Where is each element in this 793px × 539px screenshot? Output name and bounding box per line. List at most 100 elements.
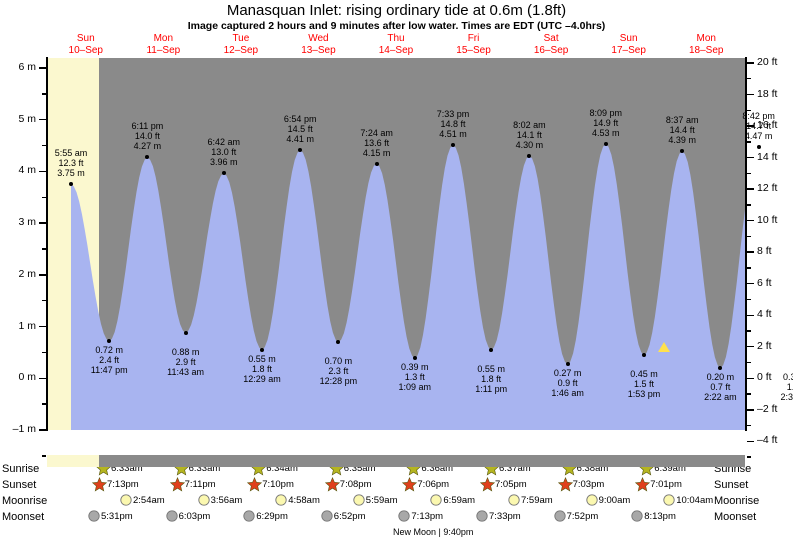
sunset-time-2: 7:10pm (262, 479, 294, 490)
moon-rise-icon (120, 494, 132, 506)
moon-set-icon (321, 510, 333, 522)
day-header-date: 12–Sep (223, 44, 259, 56)
left-tick-3 (39, 222, 46, 224)
right-tick-6 (747, 251, 754, 253)
low-tide-dot-2 (260, 347, 264, 352)
left-axis-label-3: 3 m (18, 216, 36, 229)
high-tide-line: 4.39 m (668, 135, 696, 146)
moon-rise-icon (275, 494, 287, 506)
right-tick-11 (747, 409, 754, 411)
astro-night-band-1 (177, 455, 257, 467)
low-tide-label-3: 0.70 m 2.3 ft 12:28 pm (294, 356, 382, 386)
moonset-time-6: 7:52pm (566, 511, 599, 522)
low-tide-label-5: 0.55 m 1.8 ft 1:11 pm (447, 364, 535, 394)
day-header-dow: Mon (153, 33, 174, 44)
day-header-date: 13–Sep (301, 44, 336, 56)
low-tide-label-1: 0.88 m 2.9 ft 11:43 am (142, 347, 230, 377)
low-tide-line: 1.8 ft (481, 373, 502, 384)
right-axis-label-6: 8 ft (757, 245, 772, 258)
moon-set-icon (243, 510, 255, 522)
low-tide-dot-7 (642, 353, 646, 357)
high-tide-line: 4.41 m (286, 134, 314, 145)
low-tide-dot-5 (489, 347, 494, 352)
right-minor-tick-10 (747, 393, 751, 395)
day-header-3: Wed 13–Sep (273, 33, 363, 56)
left-tick-2 (39, 170, 46, 173)
low-tide-dot-0 (107, 339, 112, 344)
high-tide-line: 4.30 m (515, 139, 544, 150)
high-tide-line: 7:33 pm (436, 109, 470, 120)
low-tide-line: 1:46 am (551, 388, 584, 399)
high-tide-dot-9 (756, 145, 761, 150)
row-label-sunrise-left: Sunrise (2, 463, 40, 475)
moonrise-time-2: 4:58am (288, 495, 320, 506)
high-tide-line: 14.7 ft (746, 121, 772, 132)
high-tide-line: 8:37 am (665, 115, 699, 126)
low-tide-line: 12:28 pm (319, 376, 358, 387)
moon-set-icon (476, 510, 488, 522)
right-minor-tick-9 (747, 361, 751, 364)
moonset-time-4: 7:13pm (411, 511, 444, 522)
right-axis-label-7: 6 ft (757, 276, 772, 289)
day-header-5: Fri 15–Sep (429, 33, 519, 56)
day-header-dow: Fri (467, 33, 480, 44)
moonrise-time-7: 10:04am (676, 495, 714, 506)
sun-set-icon (247, 477, 263, 492)
right-axis-label-0: 20 ft (757, 56, 778, 69)
astro-day-night-strip (47, 455, 745, 467)
right-tick-8 (747, 314, 754, 316)
right-minor-tick-4 (747, 204, 751, 206)
low-tide-label-8: 0.20 m 0.7 ft 2:22 am (676, 372, 764, 402)
low-tide-line: 1.3 ft (786, 382, 793, 393)
sunrise-time-0: 6:33am (111, 463, 143, 474)
low-tide-line: 2:33 pm (780, 392, 793, 403)
right-minor-tick-6 (747, 267, 751, 269)
high-tide-dot-5 (451, 143, 455, 148)
row-label-moonrise-right: Moonrise (714, 495, 760, 507)
moonrise-time-0: 2:54am (133, 495, 165, 506)
moonset-time-5: 7:33pm (489, 511, 521, 522)
day-header-dow: Sun (619, 33, 638, 44)
left-minor-tick-0 (42, 93, 46, 95)
low-tide-line: 0.55 m (477, 363, 505, 374)
sun-set-icon (169, 477, 185, 492)
high-tide-line: 4.51 m (439, 129, 467, 140)
sunrise-time-6: 6:38am (576, 463, 609, 474)
left-axis-label-6: 0 m (18, 371, 36, 384)
high-tide-line: 14.4 ft (669, 125, 695, 136)
low-tide-line: 11:47 pm (90, 365, 128, 376)
day-header-date: 11–Sep (146, 44, 181, 56)
right-axis-label-2: 16 ft (757, 119, 778, 132)
day-header-dow: Tue (232, 33, 250, 44)
high-tide-line: 4.27 m (133, 141, 162, 152)
day-header-date: 15–Sep (456, 44, 491, 56)
low-tide-label-6: 0.27 m 0.9 ft 1:46 am (524, 368, 612, 398)
high-tide-label-5: 7:33 pm 14.8 ft 4.51 m (409, 109, 497, 139)
left-tick-7 (39, 429, 46, 431)
moonset-time-2: 6:29pm (256, 511, 288, 522)
right-axis-label-5: 10 ft (757, 213, 778, 226)
day-header-8: Mon 18–Sep (661, 33, 751, 56)
day-header-dow: Thu (387, 33, 405, 44)
moonrise-time-3: 5:59am (365, 495, 398, 506)
high-tide-label-3: 6:54 pm 14.5 ft 4.41 m (256, 114, 344, 144)
moon-set-icon (398, 510, 411, 522)
sunrise-time-1: 6:33am (188, 463, 221, 474)
moonrise-time-6: 9:00am (598, 495, 631, 506)
right-minor-tick-12 (747, 456, 751, 458)
right-minor-tick-2 (747, 141, 751, 143)
low-tide-line: 0.27 m (553, 368, 582, 379)
low-tide-line: 0.88 m (171, 346, 200, 357)
low-tide-line: 1.3 ft (404, 372, 425, 383)
low-tide-line: 2.3 ft (328, 366, 349, 377)
low-tide-line: 11:43 am (167, 366, 205, 377)
day-header-date: 16–Sep (533, 44, 569, 56)
sunset-time-4: 7:06pm (417, 479, 450, 490)
high-tide-line: 6:42 am (207, 137, 241, 148)
sunset-time-3: 7:08pm (339, 479, 372, 490)
moonrise-time-1: 3:56am (210, 495, 243, 506)
moonset-time-0: 5:31pm (101, 511, 133, 522)
astro-night-band-2 (254, 455, 334, 467)
tide-curve (71, 144, 745, 430)
